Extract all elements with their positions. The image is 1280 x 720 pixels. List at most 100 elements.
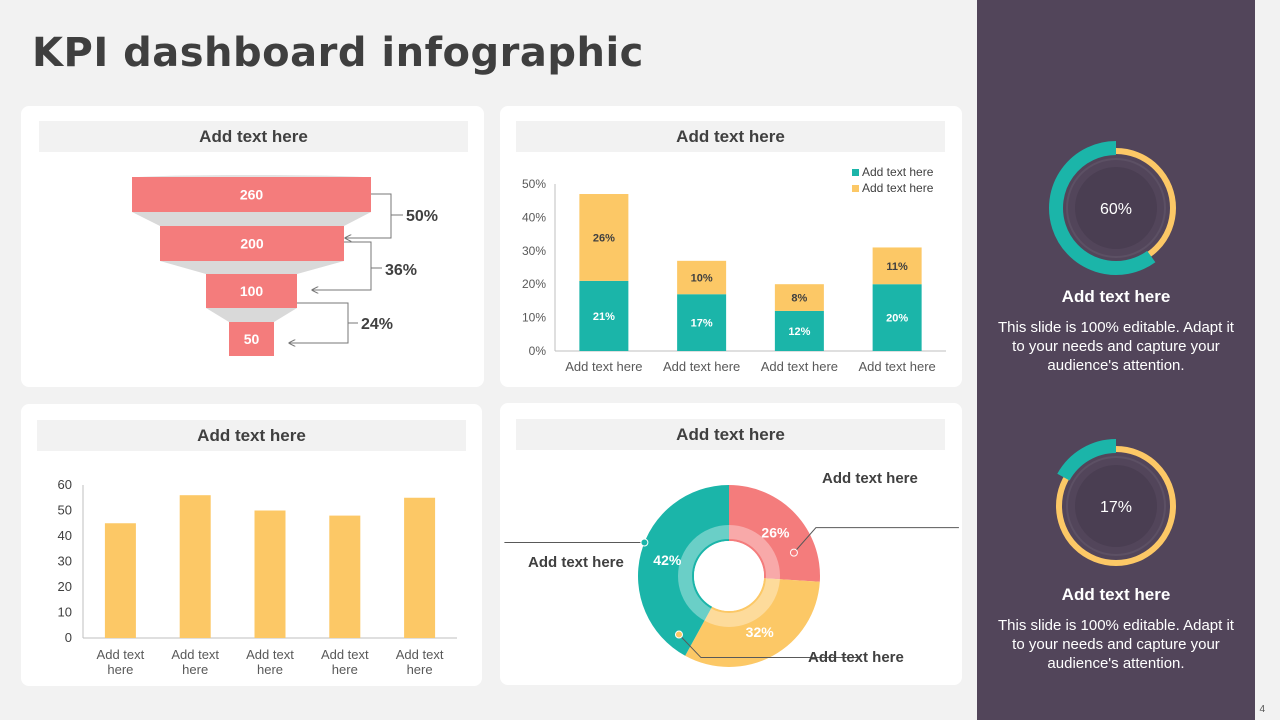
donut-card: Add text here 26% 32% 42% Add text here Add … [500, 403, 962, 685]
donut-slice [729, 485, 820, 582]
y-tick-label: 60 [58, 477, 72, 492]
data-label: 12% [788, 326, 810, 338]
x-tick-label: here [182, 662, 208, 677]
donut-slice-label: 26% [761, 524, 790, 540]
y-tick-label: 0 [65, 630, 72, 645]
kpi-ring-center [1075, 465, 1157, 547]
data-label: 8% [791, 293, 807, 305]
donut-callout-dot [640, 538, 649, 547]
y-tick-label: 50% [522, 177, 546, 191]
funnel-stage-label: 100 [240, 283, 264, 299]
funnel-conversion-label: 36% [385, 262, 417, 279]
stacked-bar-segment [579, 280, 629, 351]
x-tick-label: Add text [396, 647, 444, 662]
donut-slice [685, 578, 820, 667]
legend-label: Add text here [862, 165, 934, 179]
y-tick-label: 20 [58, 579, 72, 594]
stacked-bar-segment [774, 310, 824, 351]
funnel-stage-label: 200 [240, 236, 264, 252]
funnel-stage-label: 260 [240, 187, 264, 203]
kpi-percent: 17% [1100, 499, 1132, 516]
donut-hole [694, 541, 764, 611]
funnel-conversion-label: 24% [361, 316, 393, 333]
funnel-stage [132, 177, 371, 212]
kpi-ring-inner-border [1066, 456, 1166, 556]
funnel-shadow [206, 308, 297, 322]
funnel-stage [206, 274, 297, 308]
kpi-heading: Add text here [1061, 287, 1171, 306]
data-label: 21% [593, 311, 615, 323]
y-tick-label: 10 [58, 605, 72, 620]
y-tick-label: 20% [522, 277, 546, 291]
bar [254, 510, 286, 638]
data-label: 10% [691, 273, 713, 285]
funnel-stage-label: 50 [244, 331, 260, 347]
kpi-description: This slide is 100% editable. Adapt it to… [998, 617, 1234, 672]
stacked-bar-segment [872, 247, 922, 285]
kpi-description: This slide is 100% editable. Adapt it to… [998, 319, 1234, 374]
stacked-bar-chart: 0% 10% 20% 30% 40% 50% 21% 26% Add text here 17% 1… [522, 165, 946, 374]
donut-callout-label: Add text here [808, 649, 904, 666]
kpi-sidebar: 60% Add text here This slide is 100% edi… [977, 0, 1255, 720]
y-tick-label: 30% [522, 244, 546, 258]
stacked-bar-segment [579, 194, 629, 281]
donut-callout-line [678, 634, 859, 659]
kpi-ring: 60% [1049, 141, 1176, 275]
funnel-conversion-label: 50% [406, 208, 438, 225]
funnel-stage [160, 226, 344, 261]
x-tick-label: Add text here [761, 359, 838, 374]
page-number: 4 [1259, 704, 1265, 715]
y-tick-label: 50 [58, 503, 72, 518]
kpi-ring-progress [1057, 439, 1117, 481]
stacked-bar-card-header: Add text here [516, 121, 945, 152]
data-label: 17% [691, 318, 713, 330]
x-tick-label: Add text [246, 647, 294, 662]
x-tick-label: Add text here [565, 359, 642, 374]
y-tick-label: 40 [58, 528, 72, 543]
x-tick-label: Add text here [858, 359, 935, 374]
funnel-shadow [132, 212, 371, 226]
kpi-ring-center [1075, 167, 1157, 249]
funnel-shadow [160, 261, 344, 274]
stacked-bar-segment [872, 284, 922, 351]
donut-callout-dot [789, 548, 798, 557]
x-tick-label: Add text here [663, 359, 740, 374]
donut-slice-label: 32% [746, 624, 775, 640]
legend-swatch [852, 185, 859, 192]
y-tick-label: 40% [522, 210, 546, 224]
x-tick-label: Add text [97, 647, 145, 662]
legend-swatch [852, 169, 859, 176]
kpi-ring: 17% [1056, 439, 1176, 566]
data-label: 11% [886, 261, 908, 273]
donut-chart: 26% 32% 42% Add text here Add text here Add t… [504, 470, 959, 667]
funnel-connector [345, 193, 392, 238]
kpi-percent: 60% [1100, 201, 1132, 218]
bar [404, 497, 436, 638]
funnel-connector [312, 241, 372, 290]
legend-label: Add text here [862, 181, 934, 195]
bar [179, 495, 211, 638]
funnel-card-header: Add text here [39, 121, 468, 152]
data-label: 26% [593, 232, 615, 244]
funnel-chart: 260 200 100 50 50% 36% 24% [132, 175, 438, 356]
stacked-bar-card: Add text here 0% 10% 20% 30% 40% 50% 21% 26% Add… [500, 106, 962, 387]
data-label: 20% [886, 313, 908, 325]
kpi-ring-inner-border [1066, 158, 1166, 258]
y-tick-label: 30 [58, 554, 72, 569]
donut-callout-dot [674, 630, 683, 639]
x-tick-label: here [332, 662, 358, 677]
donut-card-header: Add text here [516, 419, 945, 450]
x-tick-label: here [407, 662, 433, 677]
page-title: KPI dashboard infographic [32, 30, 644, 76]
x-tick-label: Add text [171, 647, 219, 662]
stacked-bar-segment [677, 294, 727, 351]
funnel-connector [289, 302, 349, 343]
kpi-heading: Add text here [1061, 585, 1171, 604]
donut-inner-ring [678, 525, 780, 627]
bar [329, 515, 361, 638]
kpi-ring-progress [1049, 141, 1156, 275]
y-tick-label: 0% [529, 344, 547, 358]
donut-callout-label: Add text here [528, 554, 624, 571]
donut-callout-label: Add text here [822, 470, 918, 487]
